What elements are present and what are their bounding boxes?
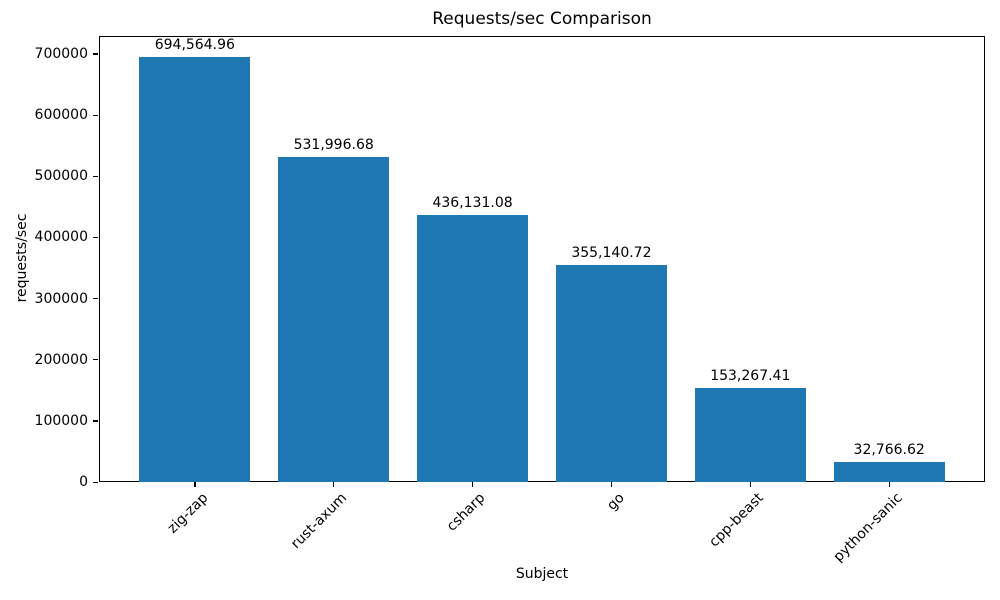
bar: [555, 264, 667, 482]
x-tick-mark: [194, 482, 196, 487]
bar: [139, 57, 251, 482]
bar-value-label: 32,766.62: [853, 441, 925, 458]
x-tick-label: cpp-beast: [706, 490, 767, 551]
y-tick-label: 400000: [34, 229, 88, 246]
x-tick-mark: [333, 482, 335, 487]
y-tick-mark: [93, 236, 98, 239]
y-tick-mark: [93, 420, 98, 422]
bar: [278, 156, 390, 482]
bar-value-label: 436,131.08: [432, 195, 513, 212]
y-tick-mark: [93, 481, 98, 483]
x-tick-label: go: [604, 490, 628, 514]
bar-value-label: 694,564.96: [154, 37, 235, 54]
x-tick-mark: [610, 482, 613, 487]
bar-value-label: 355,140.72: [571, 244, 652, 261]
x-tick-label: python-sanic: [830, 490, 906, 566]
y-tick-label: 100000: [34, 412, 88, 429]
bar: [417, 215, 529, 482]
x-tick-label: zig-zap: [164, 490, 212, 537]
y-axis-label: requests/sec: [14, 213, 30, 303]
y-tick-mark: [93, 175, 98, 177]
x-tick-mark: [472, 482, 474, 487]
y-tick-mark: [93, 53, 98, 55]
bar: [694, 388, 806, 482]
y-tick-mark: [93, 114, 98, 116]
bar-value-label: 153,267.41: [710, 368, 791, 385]
y-tick-label: 500000: [34, 168, 88, 185]
y-tick-mark: [93, 298, 98, 300]
y-tick-label: 300000: [34, 290, 88, 307]
y-tick-label: 200000: [34, 351, 88, 368]
x-axis-label: Subject: [515, 566, 569, 582]
y-tick-label: 600000: [34, 107, 88, 124]
y-tick-mark: [93, 359, 98, 361]
x-tick-mark: [888, 482, 890, 487]
x-tick-label: csharp: [444, 490, 489, 535]
x-tick-label: rust-axum: [287, 490, 351, 553]
x-tick-mark: [749, 482, 751, 487]
bar-value-label: 531,996.68: [293, 136, 374, 153]
chart-title: Requests/sec Comparison: [432, 9, 652, 29]
bar: [833, 461, 945, 482]
y-tick-label: 0: [79, 474, 88, 490]
plot-area: [99, 36, 985, 482]
y-tick-label: 700000: [34, 45, 88, 62]
